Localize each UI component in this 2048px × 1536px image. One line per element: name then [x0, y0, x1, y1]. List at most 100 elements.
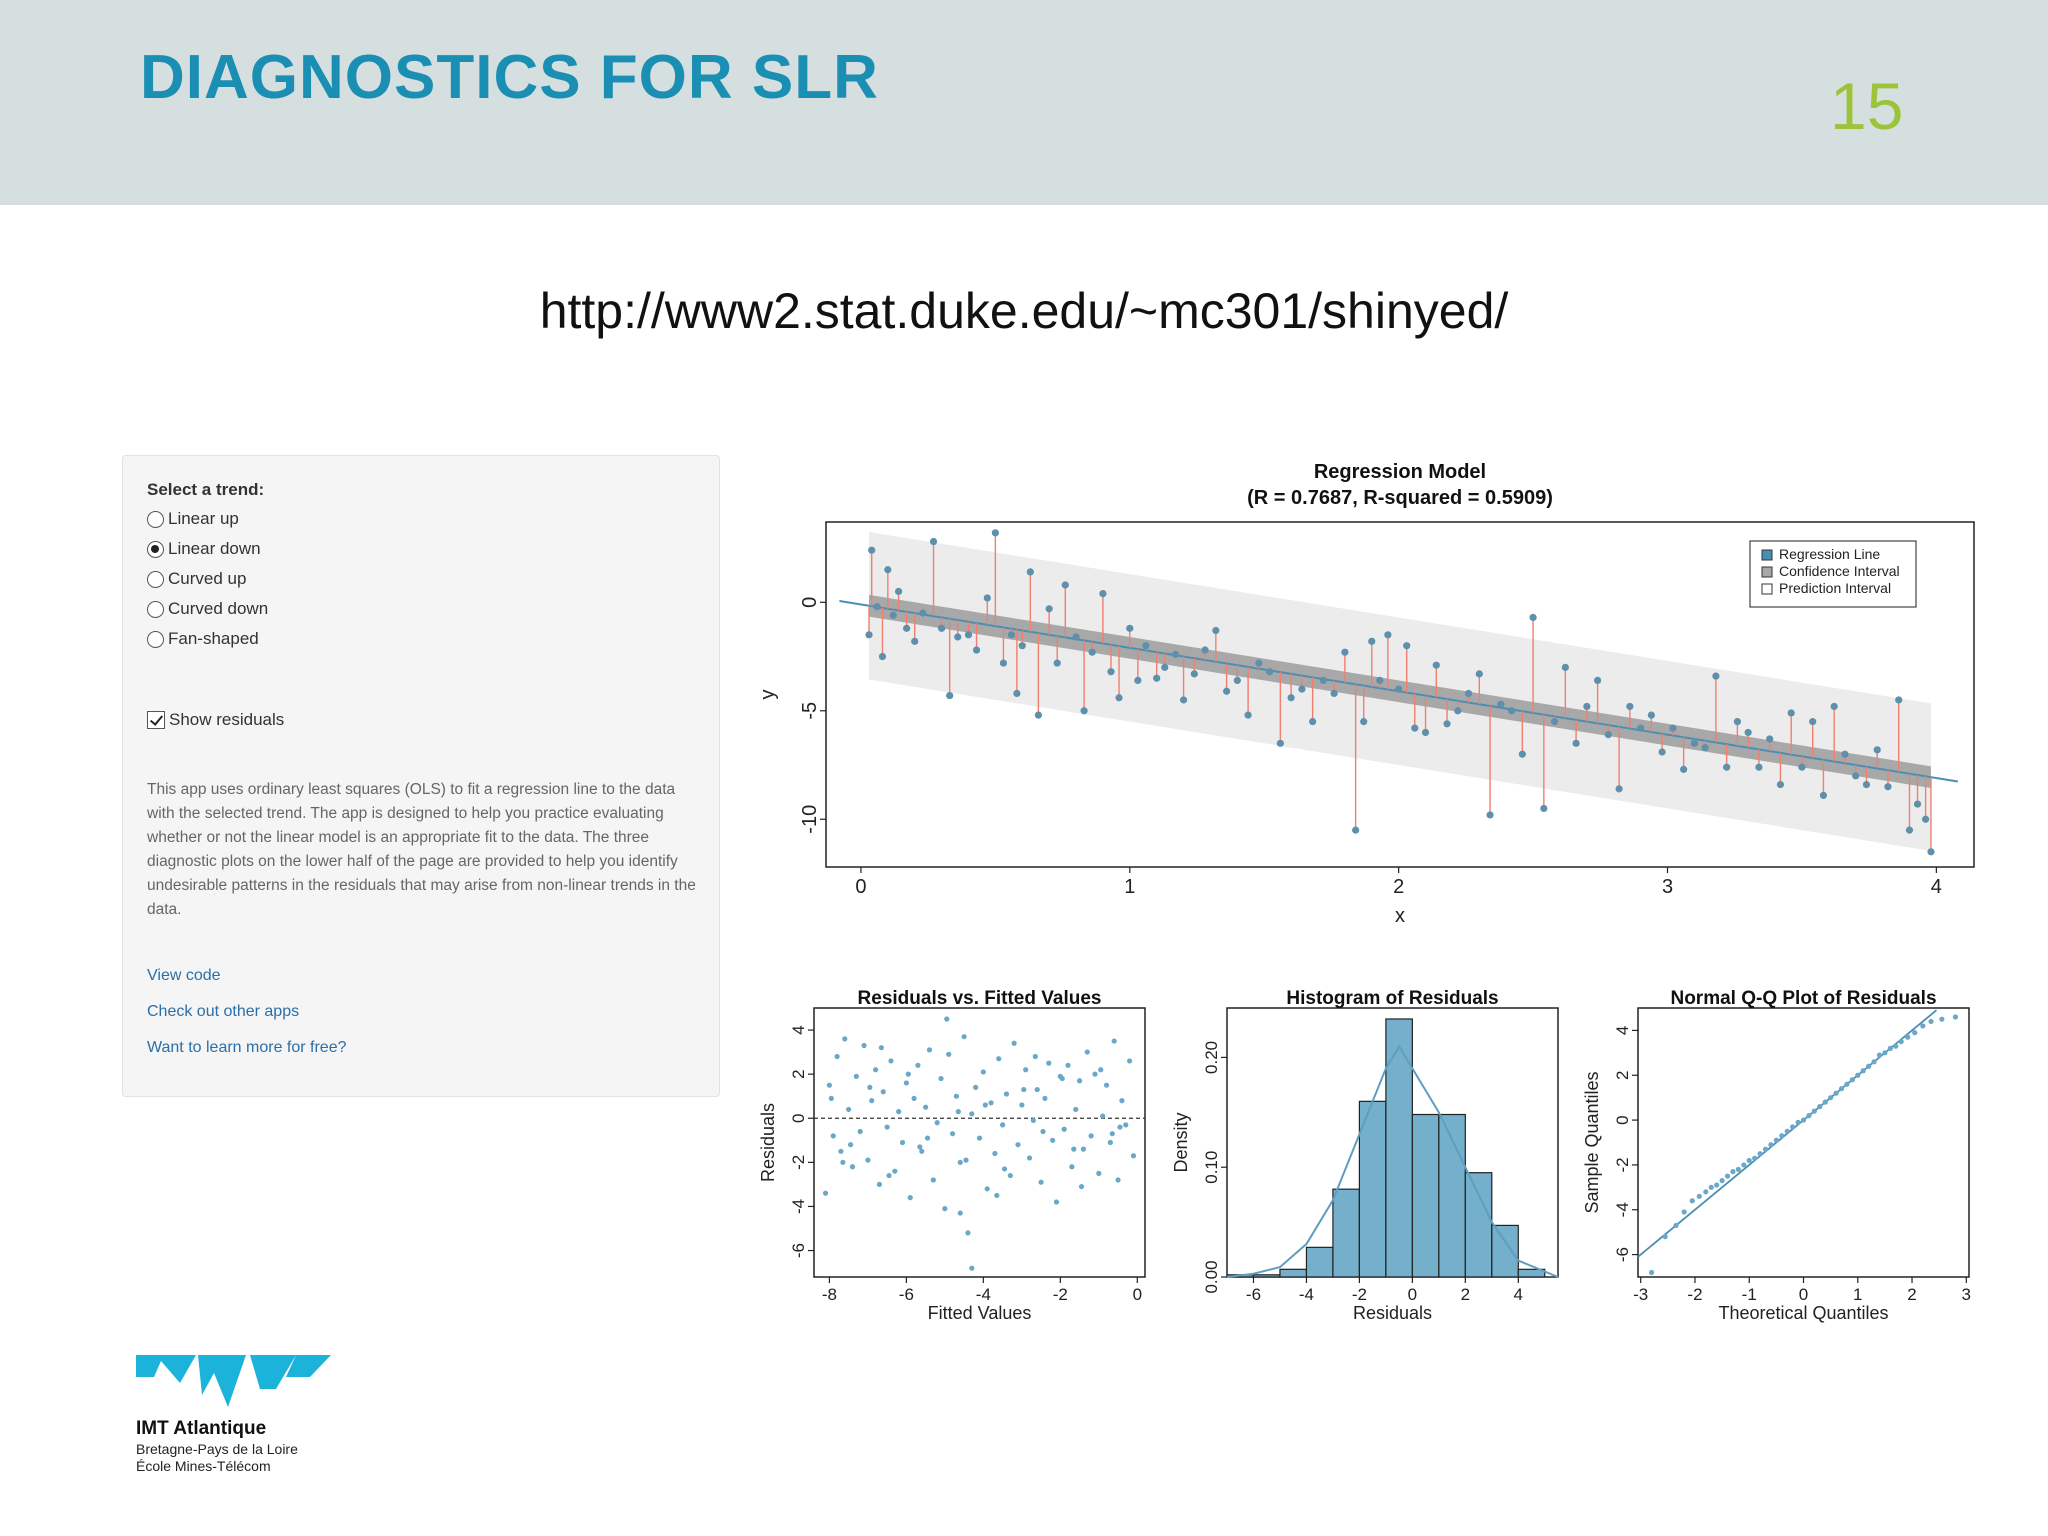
residual-point [840, 1159, 846, 1165]
data-point [1179, 696, 1188, 704]
data-point [1518, 750, 1526, 758]
residual-point [982, 1102, 988, 1108]
legend-swatch [1761, 549, 1773, 561]
data-point [1561, 663, 1569, 671]
qq-point [1887, 1045, 1893, 1051]
data-point [1309, 718, 1317, 726]
radio-button-selected[interactable] [147, 540, 164, 558]
residual-point [999, 1122, 1006, 1128]
radio-button[interactable] [147, 600, 164, 618]
x-tick-label: 2 [1461, 1285, 1470, 1304]
trend-option-linear-up[interactable]: Linear up [147, 509, 239, 529]
app-url[interactable]: http://www2.stat.duke.edu/~mc301/shinyed… [539, 283, 1509, 339]
data-point [1927, 848, 1935, 856]
residual-point [1021, 1086, 1027, 1093]
data-point [1319, 676, 1327, 684]
qq-point [1784, 1128, 1790, 1134]
x-tick-label: 4 [1514, 1285, 1523, 1304]
legend-box [1749, 540, 1917, 608]
data-point [1107, 668, 1115, 676]
data-point [1212, 626, 1220, 635]
y-tick-label: -4 [789, 1199, 808, 1214]
y-axis-label: y [757, 690, 779, 700]
trend-option-linear-down[interactable]: Linear down [147, 539, 261, 559]
data-point [878, 652, 887, 661]
data-point [1712, 672, 1720, 680]
data-point [954, 633, 962, 641]
data-point [1497, 700, 1505, 708]
data-point [1190, 670, 1198, 678]
residual-point [1076, 1078, 1083, 1084]
view-code-link[interactable]: View code [147, 967, 221, 984]
radio-button[interactable] [147, 570, 164, 588]
residual-point [1111, 1038, 1117, 1044]
data-point [1026, 568, 1034, 576]
y-tick-label: -6 [789, 1243, 808, 1258]
y-tick-label: 4 [789, 1025, 808, 1034]
x-axis-label: Theoretical Quantiles [1718, 1303, 1888, 1323]
data-point [1723, 763, 1731, 771]
residual-point [853, 1073, 859, 1079]
residual-point [828, 1095, 834, 1102]
residual-point [1026, 1155, 1033, 1161]
data-point [964, 631, 973, 639]
qq-point [1768, 1142, 1774, 1148]
data-point [1266, 668, 1274, 676]
residual-point [892, 1168, 898, 1174]
other-apps-link[interactable]: Check out other apps [147, 1003, 300, 1020]
data-point [1658, 748, 1666, 756]
data-point [1161, 663, 1169, 671]
residual-point [953, 1093, 960, 1099]
residual-point [1069, 1164, 1075, 1170]
x-tick-label: 0 [1799, 1285, 1808, 1304]
residual-point [923, 1104, 929, 1110]
residual-point [905, 1071, 911, 1077]
data-point [1922, 815, 1930, 823]
learn-more-link[interactable]: Want to learn more for free? [147, 1039, 347, 1056]
qq-point [1860, 1068, 1866, 1074]
residual-point [1130, 1153, 1137, 1159]
y-tick-label: -10 [799, 805, 821, 834]
data-point [1013, 689, 1021, 698]
qq-point [1920, 1023, 1926, 1029]
qq-point [1855, 1072, 1861, 1078]
data-point [1913, 800, 1922, 808]
x-tick-label: -1 [1742, 1285, 1757, 1304]
trend-option-fan-shaped[interactable]: Fan-shaped [147, 629, 259, 649]
data-point [1088, 648, 1096, 656]
data-point [1604, 731, 1612, 739]
data-point [1432, 661, 1440, 669]
show-residuals-label: Show residuals [169, 710, 285, 729]
x-tick-label: 3 [1662, 876, 1673, 898]
radio-button[interactable] [147, 510, 164, 528]
residual-point [1019, 1102, 1025, 1108]
slide-title: DIAGNOSTICS FOR SLR [140, 43, 879, 112]
qq-point [1724, 1173, 1731, 1179]
residual-point [1100, 1113, 1106, 1119]
show-residuals-toggle[interactable]: Show residuals [147, 710, 284, 730]
x-tick-label: -2 [1687, 1285, 1702, 1304]
residual-point [1078, 1183, 1085, 1190]
qq-point [1790, 1124, 1796, 1130]
qq-point [1719, 1178, 1725, 1184]
trend-option-curved-up[interactable]: Curved up [147, 569, 246, 589]
residual-point [969, 1111, 975, 1117]
residual-point [1071, 1146, 1077, 1152]
residual-point [1053, 1199, 1060, 1205]
trend-option-curved-down[interactable]: Curved down [147, 599, 268, 619]
data-point [1233, 676, 1241, 684]
data-point [1330, 689, 1338, 698]
residual-point [826, 1082, 832, 1088]
x-tick-label: 3 [1962, 1285, 1971, 1304]
radio-button[interactable] [147, 630, 164, 648]
qq-point [1876, 1052, 1883, 1058]
chart-title: Normal Q-Q Plot of Residuals [1670, 988, 1936, 1009]
residual-point [1092, 1071, 1098, 1077]
data-point [1352, 826, 1360, 834]
residual-point [1059, 1075, 1065, 1082]
residual-point [919, 1148, 925, 1154]
residual-point [1109, 1131, 1115, 1137]
qq-point [1673, 1222, 1679, 1229]
qq-point [1752, 1155, 1758, 1161]
show-residuals-checkbox[interactable] [147, 711, 165, 729]
